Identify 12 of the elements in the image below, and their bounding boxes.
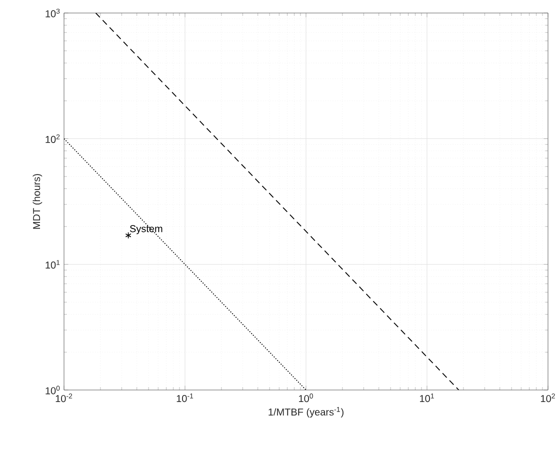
x-tick-label: 10$^{-1}$: [176, 394, 194, 402]
y-tick-label: 10$^{2}$: [46, 134, 60, 143]
annotation: System: [130, 225, 162, 234]
x-tick-label: 10$^{2}$: [541, 394, 555, 402]
y-tick-label: 10$^{3}$: [46, 8, 60, 18]
x-tick-label: 10$^{-2}$: [56, 394, 72, 402]
x-axis-title: 1/MTBF (years$^{-1}$): [268, 407, 344, 418]
y-tick-label: 10$^{0}$: [46, 386, 60, 394]
y-axis-title: MDT (hours): [32, 174, 42, 229]
x-tick-label: 10$^{0}$: [299, 394, 313, 402]
x-tick-label: 10$^{1}$: [420, 394, 434, 402]
y-tick-label: 10$^{1}$: [46, 260, 60, 269]
